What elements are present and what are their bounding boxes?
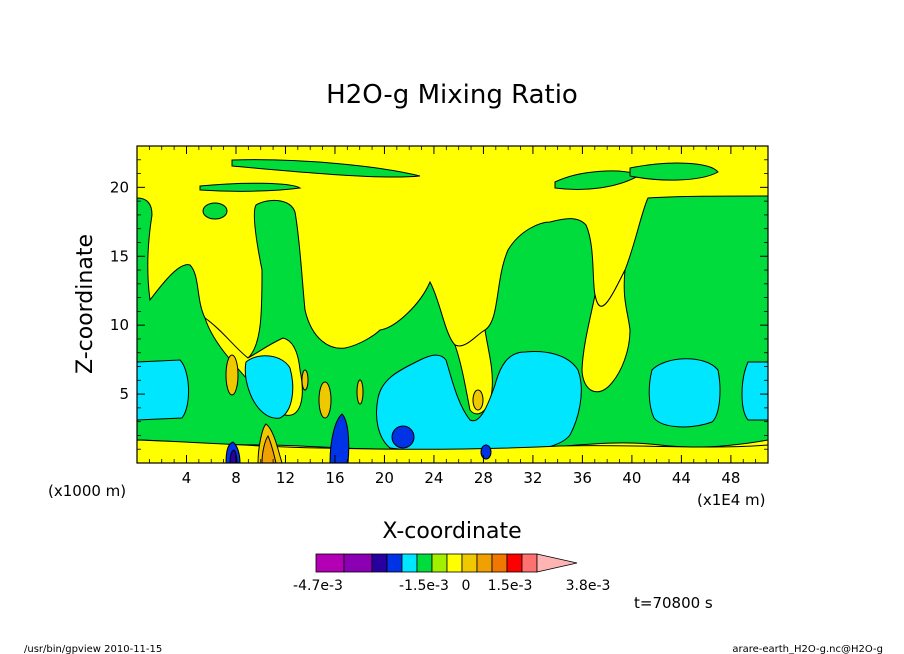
cyan-region bbox=[137, 359, 190, 421]
colorbar bbox=[315, 553, 578, 573]
x-tick-label: 44 bbox=[672, 469, 691, 487]
blue-cell bbox=[480, 444, 492, 460]
colorbar-swatch bbox=[386, 553, 403, 573]
time-label: t=70800 s bbox=[634, 594, 713, 612]
x-unit-right: (x1E4 m) bbox=[697, 491, 766, 509]
cyan-region bbox=[741, 361, 768, 421]
x-tick-label: 32 bbox=[523, 469, 542, 487]
lower-yellow-band bbox=[137, 439, 768, 463]
x-tick-label: 20 bbox=[375, 469, 394, 487]
colorbar-labels: -4.7e-3 -1.5e-3 0 1.5e-3 3.8e-3 bbox=[293, 578, 610, 594]
green-strip bbox=[231, 159, 421, 178]
x-axis-ticks: 4 8 12 16 20 24 28 32 36 40 44 48 bbox=[148, 146, 757, 487]
colorbar-swatch bbox=[431, 553, 448, 573]
yellow-tongue bbox=[454, 329, 493, 415]
colorbar-arrow bbox=[536, 553, 578, 573]
y-axis-label: Z-coordinate bbox=[73, 234, 98, 374]
x-tick-label: 8 bbox=[231, 469, 241, 487]
colorbar-swatch bbox=[461, 553, 478, 573]
colorbar-swatch bbox=[315, 553, 345, 573]
colorbar-label: 3.8e-3 bbox=[566, 578, 611, 594]
colorbar-swatch bbox=[343, 553, 373, 573]
y-tick-label: 15 bbox=[110, 247, 129, 265]
cyan-region bbox=[244, 355, 294, 419]
y-tick-label: 20 bbox=[110, 178, 129, 196]
cyan-region bbox=[648, 358, 721, 428]
yellow-blob bbox=[202, 202, 228, 220]
contour-field bbox=[137, 146, 768, 463]
x-tick-label: 36 bbox=[573, 469, 592, 487]
green-strip bbox=[199, 182, 302, 192]
y-tick-label: 10 bbox=[110, 316, 129, 334]
footer-right: arare-earth_H2O-g.nc@H2O-g bbox=[732, 644, 883, 654]
x-tick-label: 24 bbox=[424, 469, 443, 487]
x-unit-left: (x1000 m) bbox=[48, 482, 126, 500]
colorbar-swatch bbox=[491, 553, 508, 573]
chart-title: H2O-g Mixing Ratio bbox=[326, 80, 578, 110]
colorbar-label: -1.5e-3 bbox=[399, 578, 449, 594]
orange-cell bbox=[356, 379, 364, 405]
x-tick-label: 12 bbox=[276, 469, 295, 487]
blue-cell bbox=[229, 449, 238, 463]
blue-cell bbox=[391, 425, 415, 449]
orange-cell bbox=[318, 381, 332, 419]
blue-cell bbox=[329, 413, 350, 463]
yellow-tongue bbox=[581, 269, 631, 393]
colorbar-label: 0 bbox=[462, 578, 471, 594]
x-tick-label: 28 bbox=[474, 469, 493, 487]
colorbar-swatch bbox=[476, 553, 493, 573]
x-tick-label: 16 bbox=[325, 469, 344, 487]
colorbar-swatch bbox=[521, 553, 538, 573]
colorbar-swatch bbox=[446, 553, 463, 573]
colorbar-swatch bbox=[416, 553, 433, 573]
colorbar-label: -4.7e-3 bbox=[293, 578, 343, 594]
y-tick-label: 5 bbox=[119, 385, 129, 403]
x-tick-label: 48 bbox=[721, 469, 740, 487]
orange-cell bbox=[472, 389, 484, 411]
x-axis-label: X-coordinate bbox=[382, 519, 521, 544]
orange-cell bbox=[301, 369, 309, 391]
footer-left: /usr/bin/gpview 2010-11-15 bbox=[24, 644, 162, 654]
colorbar-swatch bbox=[371, 553, 388, 573]
x-tick-label: 40 bbox=[622, 469, 641, 487]
orange-cell bbox=[225, 354, 239, 396]
y-axis-ticks: 5 10 15 20 bbox=[110, 159, 768, 450]
colorbar-swatch bbox=[401, 553, 418, 573]
colorbar-label: 1.5e-3 bbox=[488, 578, 533, 594]
colorbar-swatch bbox=[506, 553, 523, 573]
plot-frame bbox=[136, 145, 769, 464]
orange-cell bbox=[261, 435, 277, 463]
green-strip bbox=[629, 162, 719, 181]
x-tick-label: 4 bbox=[182, 469, 192, 487]
